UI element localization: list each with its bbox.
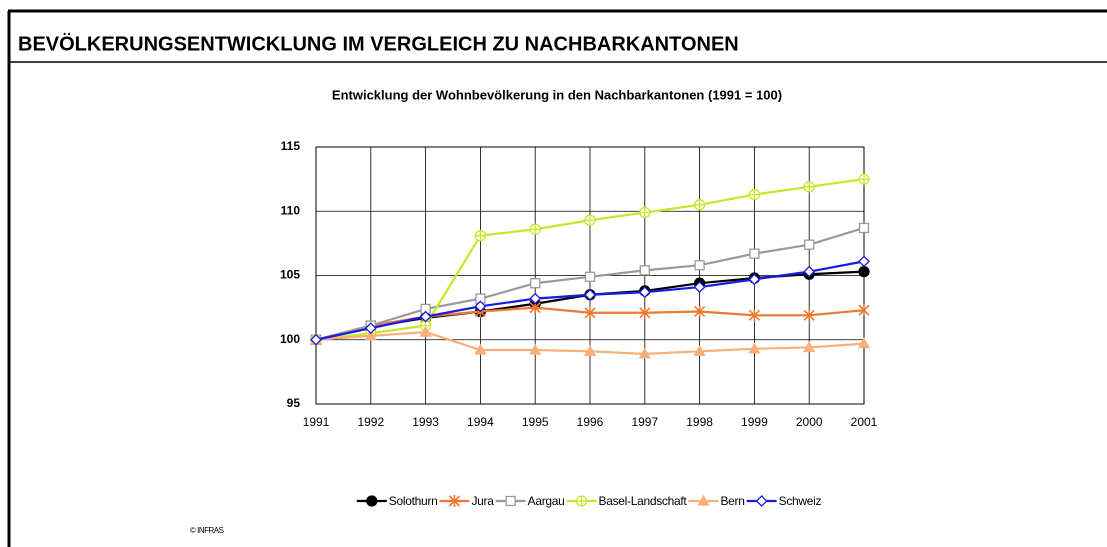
marker bbox=[694, 305, 706, 318]
marker bbox=[575, 495, 588, 507]
marker bbox=[505, 495, 516, 507]
x-tick-label: 1994 bbox=[467, 415, 494, 429]
marker bbox=[639, 206, 651, 219]
x-tick-label: 2001 bbox=[851, 415, 878, 429]
marker bbox=[803, 341, 816, 353]
marker bbox=[529, 343, 542, 355]
legend-label: Schweiz bbox=[779, 494, 822, 508]
marker bbox=[804, 239, 815, 250]
legend-label: Aargau bbox=[528, 494, 565, 508]
marker bbox=[803, 181, 815, 193]
marker bbox=[419, 325, 432, 337]
marker bbox=[364, 322, 377, 335]
marker bbox=[803, 309, 815, 322]
chart-title: Entwicklung der Wohnbevölkerung in den N… bbox=[332, 87, 782, 102]
legend-item: Schweiz bbox=[746, 494, 822, 508]
marker bbox=[749, 248, 760, 259]
x-tick-label: 1996 bbox=[577, 415, 604, 429]
marker bbox=[748, 273, 761, 286]
marker bbox=[366, 495, 378, 507]
marker bbox=[858, 304, 870, 317]
marker bbox=[638, 347, 651, 359]
marker bbox=[693, 199, 706, 211]
marker bbox=[803, 265, 816, 278]
legend-label: Bern bbox=[720, 494, 744, 508]
marker bbox=[530, 278, 541, 289]
series bbox=[310, 255, 870, 346]
marker bbox=[474, 300, 487, 313]
legend-item: Aargau bbox=[495, 494, 565, 508]
legend-item: Jura bbox=[439, 494, 495, 508]
marker bbox=[448, 495, 461, 507]
marker bbox=[748, 188, 761, 201]
marker bbox=[858, 173, 870, 185]
marker bbox=[858, 222, 870, 234]
header-title: BEVÖLKERUNGSENTWICKLUNG IM VERGLEICH ZU … bbox=[18, 32, 739, 55]
marker bbox=[694, 260, 705, 271]
marker bbox=[693, 344, 706, 356]
x-tick-label: 2000 bbox=[796, 415, 823, 429]
marker bbox=[748, 342, 761, 354]
marker bbox=[583, 344, 597, 356]
y-tick-label: 95 bbox=[287, 396, 301, 410]
y-tick-label: 100 bbox=[280, 332, 300, 346]
series bbox=[310, 222, 870, 345]
credit: © INFRAS bbox=[190, 526, 224, 535]
marker bbox=[755, 495, 768, 507]
marker bbox=[584, 288, 596, 301]
x-tick-label: 1993 bbox=[412, 415, 439, 429]
marker bbox=[584, 214, 596, 226]
marker bbox=[584, 306, 596, 319]
marker bbox=[639, 265, 650, 276]
x-tick-label: 1997 bbox=[631, 415, 658, 429]
marker bbox=[697, 494, 710, 506]
legend-label: Jura bbox=[471, 494, 494, 508]
marker bbox=[419, 310, 432, 323]
marker bbox=[748, 309, 760, 322]
marker bbox=[529, 292, 542, 305]
marker bbox=[310, 333, 322, 346]
legend-item: Solothurn bbox=[356, 494, 438, 508]
y-tick-label: 115 bbox=[281, 139, 301, 153]
marker bbox=[529, 223, 541, 235]
legend-label: Solothurn bbox=[389, 494, 438, 508]
legend-label: Basel-Landschaft bbox=[599, 494, 688, 508]
marker bbox=[639, 306, 651, 319]
marker bbox=[474, 230, 487, 242]
y-tick-label: 110 bbox=[281, 203, 301, 217]
x-tick-label: 1992 bbox=[357, 415, 384, 429]
x-tick-label: 1998 bbox=[686, 415, 713, 429]
legend-item: Basel-Landschaft bbox=[566, 494, 688, 508]
x-tick-label: 1999 bbox=[741, 415, 768, 429]
x-tick-label: 1995 bbox=[522, 415, 549, 429]
y-tick-label: 105 bbox=[280, 268, 300, 282]
marker bbox=[858, 255, 870, 268]
marker bbox=[364, 329, 377, 341]
legend-item: Bern bbox=[688, 494, 745, 508]
marker bbox=[693, 281, 706, 293]
x-tick-label: 1991 bbox=[303, 415, 330, 429]
marker bbox=[638, 286, 651, 299]
marker bbox=[858, 265, 870, 278]
marker bbox=[857, 337, 871, 349]
marker bbox=[584, 271, 596, 282]
series bbox=[310, 173, 870, 346]
marker bbox=[474, 343, 487, 355]
